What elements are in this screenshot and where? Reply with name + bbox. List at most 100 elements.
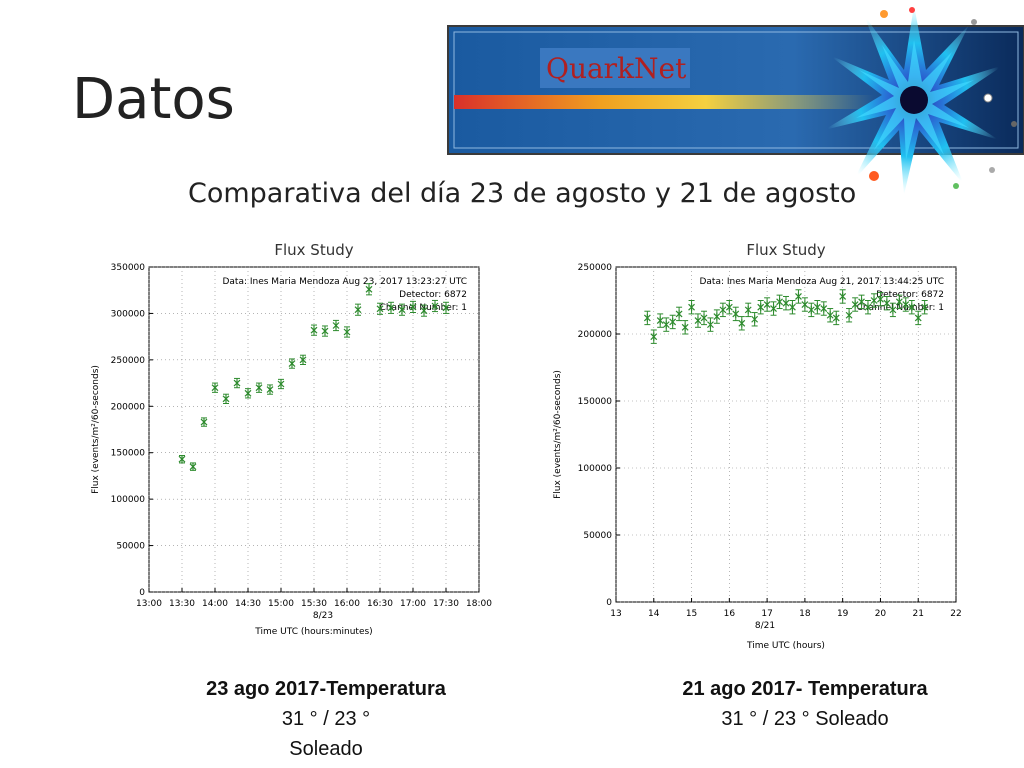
- data-point: [675, 309, 683, 318]
- data-point: [354, 305, 362, 314]
- y-tick-label: 300000: [111, 309, 146, 319]
- sparkle-dot: [983, 93, 993, 103]
- y-tick-label: 250000: [578, 263, 613, 273]
- x-tick-label: 17: [761, 609, 772, 619]
- flux-chart-aug-21: Flux Study 0 50000 100000 150000 200000 250000…: [553, 241, 962, 651]
- logo-text-plate: [540, 48, 690, 88]
- quarknet-logo: QuarkNet: [447, 5, 1024, 195]
- data-point: [889, 305, 897, 314]
- caption-aug-23: 23 ago 2017-Temperatura 31 ° / 23 ° Sole…: [176, 674, 476, 764]
- y-tick-label: 200000: [578, 330, 613, 340]
- data-point: [738, 319, 746, 328]
- data-point: [921, 303, 929, 312]
- data-point: [277, 380, 285, 388]
- y-tick-label: 200000: [111, 402, 146, 412]
- data-point: [222, 394, 230, 403]
- data-point: [189, 462, 197, 471]
- data-point: [826, 311, 834, 320]
- x-tick-label: 18: [799, 609, 811, 619]
- data-point: [650, 332, 658, 341]
- y-tick-label: 100000: [111, 495, 146, 505]
- data-point: [851, 300, 859, 309]
- data-point: [757, 303, 765, 312]
- date-label: 8/23: [313, 611, 333, 621]
- x-tick-label: 18:00: [466, 599, 492, 609]
- data-point: [820, 304, 828, 313]
- x-tick-label: 17:30: [433, 599, 459, 609]
- data-point: [681, 323, 689, 332]
- logo-text: QuarkNet: [546, 52, 687, 85]
- data-point: [409, 302, 417, 311]
- sparkle-dot: [1011, 121, 1017, 127]
- sparkle-dot: [880, 10, 888, 18]
- data-point: [266, 385, 274, 394]
- chart-title: Flux Study: [746, 241, 825, 259]
- annotation-line: Detector: 6872: [399, 290, 467, 300]
- data-point: [908, 303, 916, 312]
- sparkle-dot: [909, 7, 915, 13]
- data-point: [839, 292, 847, 301]
- data-point: [442, 303, 450, 312]
- x-tick-label: 16:30: [367, 599, 393, 609]
- x-tick-label: 20: [875, 609, 887, 619]
- data-point: [643, 313, 651, 322]
- x-tick-label: 19: [837, 609, 849, 619]
- data-point: [725, 303, 733, 312]
- sparkle-dot: [953, 183, 959, 189]
- x-tick-label: 15: [686, 609, 697, 619]
- data-point: [332, 321, 340, 330]
- y-tick-label: 150000: [111, 449, 146, 459]
- caption-heading: 21 ago 2017- Temperatura: [682, 678, 928, 700]
- caption-temperature: 31 ° / 23 °: [281, 708, 371, 730]
- x-tick-label: 21: [912, 609, 923, 619]
- chart-title: Flux Study: [274, 241, 353, 259]
- data-point: [763, 300, 771, 309]
- x-tick-label: 16:00: [334, 599, 360, 609]
- data-point: [310, 326, 318, 335]
- data-point: [321, 327, 329, 336]
- starburst-icon: [824, 5, 1004, 195]
- y-tick-label: 0: [606, 598, 612, 608]
- y-tick-label: 350000: [111, 263, 146, 273]
- data-point: [713, 312, 721, 321]
- y-tick-label: 150000: [578, 397, 613, 407]
- data-point: [211, 383, 219, 392]
- caption-temperature-weather: 31 ° / 23 ° Soleado: [721, 708, 889, 730]
- data-point: [776, 297, 784, 306]
- x-tick-label: 22: [950, 609, 961, 619]
- data-point: [420, 306, 428, 315]
- data-point: [707, 320, 714, 329]
- x-tick-label: 14:30: [235, 599, 261, 609]
- data-point: [700, 313, 708, 322]
- date-label: 8/21: [755, 621, 775, 631]
- data-point: [751, 315, 759, 324]
- data-point: [343, 328, 351, 336]
- data-point: [877, 295, 884, 304]
- data-point: [788, 303, 796, 312]
- data-point: [694, 316, 702, 325]
- data-point: [870, 296, 878, 305]
- data-point: [376, 304, 384, 313]
- data-point: [902, 300, 910, 309]
- caption-heading: 23 ago 2017-Temperatura: [206, 678, 446, 700]
- annotation-line: Data: Ines Maria Mendoza Aug 23, 2017 13…: [222, 277, 467, 287]
- data-point: [398, 305, 406, 314]
- annotation-line: Data: Ines Maria Mendoza Aug 21, 2017 13…: [699, 277, 944, 287]
- annotation-line: Detector: 6872: [876, 290, 944, 300]
- data-point: [299, 355, 307, 364]
- caption-weather: Soleado: [289, 738, 363, 760]
- y-axis-label: Flux (events/m²/60-seconds): [91, 365, 101, 494]
- data-point: [864, 303, 872, 312]
- data-point: [895, 297, 903, 306]
- data-point: [255, 383, 263, 392]
- y-axis-label: Flux (events/m²/60-seconds): [553, 370, 563, 499]
- logo-band-inner: [453, 31, 1019, 149]
- data-point: [883, 299, 891, 308]
- logo-stripe: [454, 95, 874, 109]
- sparkle-dot: [971, 19, 977, 25]
- data-point: [662, 320, 670, 329]
- data-point: [914, 313, 922, 322]
- data-point: [200, 418, 208, 427]
- sparkle-dot: [989, 167, 995, 173]
- data-point: [656, 316, 664, 325]
